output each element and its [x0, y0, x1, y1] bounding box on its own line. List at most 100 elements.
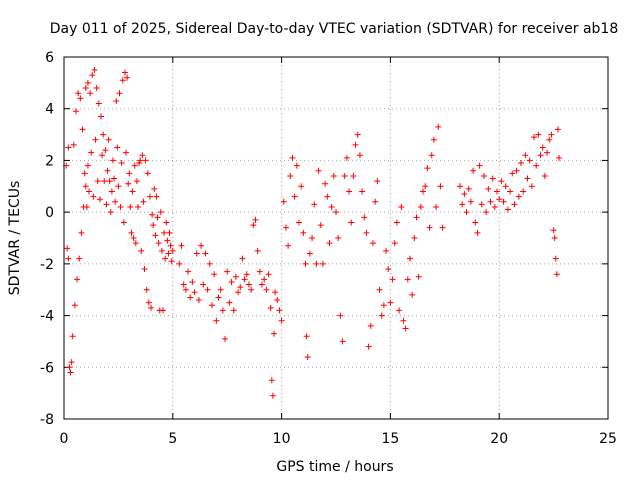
- data-point: [511, 201, 518, 208]
- data-point: [422, 183, 429, 190]
- data-point: [289, 154, 296, 161]
- data-point: [350, 172, 357, 179]
- data-point: [140, 198, 147, 205]
- data-point: [104, 167, 111, 174]
- data-point: [71, 302, 78, 309]
- data-point: [439, 224, 446, 231]
- data-point: [127, 203, 134, 210]
- data-point: [478, 201, 485, 208]
- data-point: [74, 276, 81, 283]
- data-point: [144, 170, 151, 177]
- data-point: [235, 289, 242, 296]
- data-point: [132, 240, 139, 247]
- data-point: [78, 229, 85, 236]
- data-point: [502, 183, 509, 190]
- data-point: [263, 286, 270, 293]
- data-point: [303, 333, 310, 340]
- data-point: [498, 178, 505, 185]
- data-point: [81, 170, 88, 177]
- data-point: [101, 178, 108, 185]
- data-point: [315, 167, 322, 174]
- y-axis-label: SDTVAR / TECUs: [7, 181, 23, 296]
- data-point: [111, 175, 118, 182]
- data-point: [361, 214, 368, 221]
- data-point: [180, 281, 187, 288]
- data-point: [524, 175, 531, 182]
- data-point: [198, 242, 205, 249]
- chart-title: Day 011 of 2025, Sidereal Day-to-day VTE…: [50, 21, 619, 37]
- data-point: [87, 90, 94, 97]
- data-point: [106, 178, 113, 185]
- plot-frame: [63, 56, 609, 420]
- data-point: [213, 317, 220, 324]
- axis-ticks: 0 5 10 15 20 25 -8 -6 -4 -2 0 2 4 6: [40, 50, 617, 447]
- data-point: [487, 198, 494, 205]
- data-point: [79, 126, 86, 133]
- data-point: [507, 188, 514, 195]
- data-point: [116, 90, 123, 97]
- data-point: [99, 152, 106, 159]
- data-point: [124, 74, 131, 81]
- data-point: [169, 247, 176, 254]
- data-point: [102, 147, 109, 154]
- data-point: [112, 198, 119, 205]
- data-point: [84, 79, 91, 86]
- data-point: [489, 175, 496, 182]
- data-point: [75, 90, 82, 97]
- data-point: [208, 302, 215, 309]
- data-point: [232, 273, 239, 280]
- data-point: [433, 203, 440, 210]
- data-point: [324, 193, 331, 200]
- data-point: [400, 317, 407, 324]
- data-point: [328, 203, 335, 210]
- data-point: [341, 172, 348, 179]
- data-point: [68, 359, 75, 366]
- data-point: [95, 100, 102, 107]
- data-point: [168, 258, 175, 265]
- data-point: [465, 185, 472, 192]
- data-point: [137, 157, 144, 164]
- data-point: [383, 247, 390, 254]
- data-point: [239, 255, 246, 262]
- data-point: [270, 330, 277, 337]
- data-point: [146, 193, 153, 200]
- data-point: [293, 162, 300, 169]
- data-point: [250, 222, 257, 229]
- data-point: [166, 229, 173, 236]
- data-point: [302, 260, 309, 267]
- data-point: [64, 245, 71, 252]
- data-point: [306, 250, 313, 257]
- data-point: [346, 188, 353, 195]
- data-point: [121, 69, 128, 76]
- data-point: [126, 170, 133, 177]
- data-point: [160, 307, 167, 314]
- data-point: [326, 240, 333, 247]
- y-tick-label: -8: [40, 412, 54, 428]
- data-point: [155, 240, 162, 247]
- data-point: [230, 307, 237, 314]
- data-point: [256, 268, 263, 275]
- data-point: [211, 271, 218, 278]
- data-point: [526, 157, 533, 164]
- data-point: [83, 203, 90, 210]
- data-point: [141, 266, 148, 273]
- data-point: [100, 131, 107, 138]
- data-point: [97, 113, 104, 120]
- data-point: [200, 281, 207, 288]
- data-point: [517, 160, 524, 167]
- data-point: [215, 294, 222, 301]
- data-point: [143, 286, 150, 293]
- data-point: [463, 209, 470, 216]
- data-point: [224, 268, 231, 275]
- data-point: [118, 160, 125, 167]
- data-point: [92, 136, 99, 143]
- data-point: [178, 242, 185, 249]
- data-point: [162, 255, 169, 262]
- data-point: [417, 203, 424, 210]
- data-point: [459, 201, 466, 208]
- data-point: [154, 214, 161, 221]
- data-point: [187, 294, 194, 301]
- data-point: [117, 203, 124, 210]
- data-point: [248, 286, 255, 293]
- data-point: [276, 307, 283, 314]
